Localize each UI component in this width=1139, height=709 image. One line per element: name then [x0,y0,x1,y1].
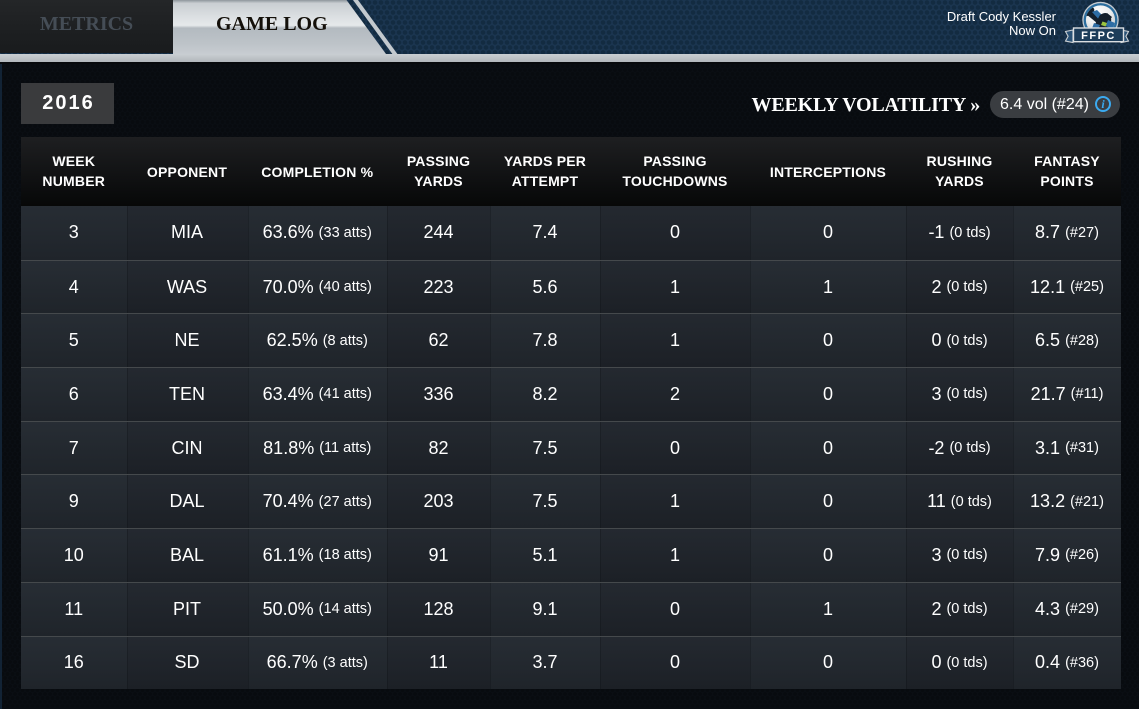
svg-text:FFPC: FFPC [1081,30,1116,42]
